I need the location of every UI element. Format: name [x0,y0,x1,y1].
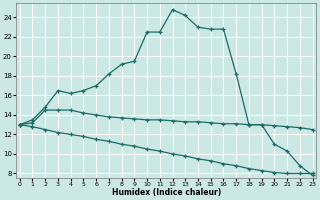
X-axis label: Humidex (Indice chaleur): Humidex (Indice chaleur) [112,188,221,197]
